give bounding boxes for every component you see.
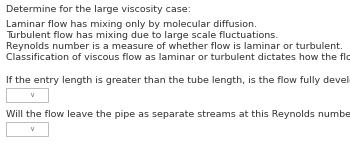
Text: If the entry length is greater than the tube length, is the flow fully developed: If the entry length is greater than the … [6,76,350,85]
Text: ∨: ∨ [29,92,34,98]
Text: Reynolds number is a measure of whether flow is laminar or turbulent.: Reynolds number is a measure of whether … [6,42,343,51]
Text: Determine for the large viscosity case:: Determine for the large viscosity case: [6,5,191,14]
Text: Classification of viscous flow as laminar or turbulent dictates how the flow is : Classification of viscous flow as lamina… [6,53,350,62]
Text: Laminar flow has mixing only by molecular diffusion.: Laminar flow has mixing only by molecula… [6,20,257,29]
FancyBboxPatch shape [6,88,48,102]
Text: Will the flow leave the pipe as separate streams at this Reynolds number?: Will the flow leave the pipe as separate… [6,110,350,119]
FancyBboxPatch shape [6,122,48,136]
Text: Turbulent flow has mixing due to large scale fluctuations.: Turbulent flow has mixing due to large s… [6,31,278,40]
Text: ∨: ∨ [29,126,34,132]
